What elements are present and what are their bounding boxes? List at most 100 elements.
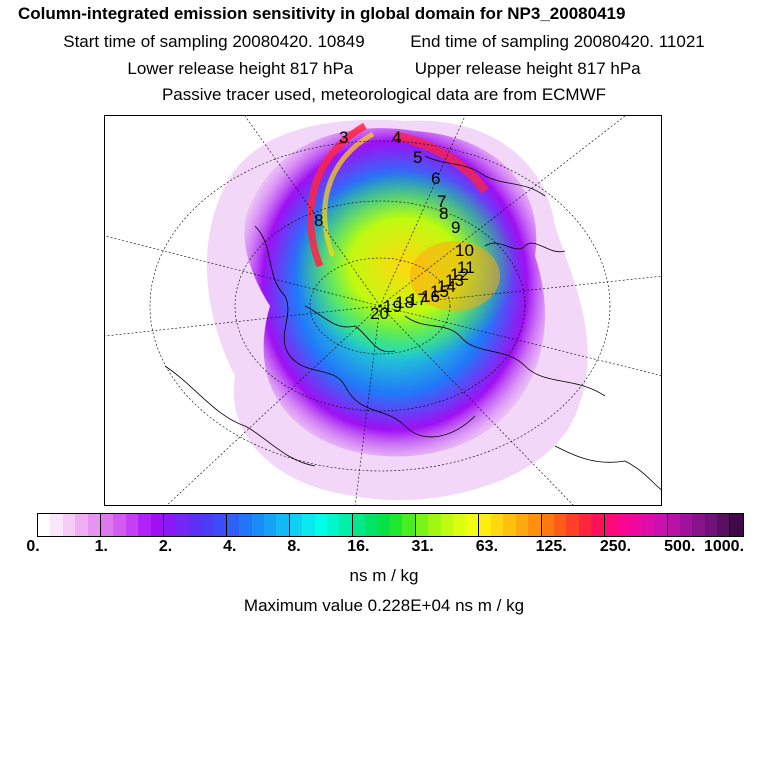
colorbar-swatch (201, 514, 214, 536)
lower-release-label: Lower release height 817 hPa (127, 59, 354, 78)
colorbar-swatch (491, 514, 504, 536)
trajectory-label: 16 (421, 287, 440, 306)
trajectory-label: 3 (339, 128, 348, 147)
trajectory-label: 4 (392, 128, 401, 147)
sampling-time-row: Start time of sampling 20080420. 10849 E… (0, 32, 768, 52)
colorbar-swatch (75, 514, 88, 536)
colorbar-swatch (440, 514, 453, 536)
colorbar-swatch (87, 514, 100, 536)
colorbar-swatch (603, 514, 617, 536)
trajectory-label: 15 (430, 282, 449, 301)
colorbar-swatch (540, 514, 555, 536)
colorbar-swatch (365, 514, 378, 536)
colorbar-swatch (162, 514, 177, 536)
colorbar-swatch (414, 514, 429, 536)
colorbar-swatch (554, 514, 567, 536)
trajectory-label: 9 (451, 218, 460, 237)
trajectory-label: 8 (439, 204, 448, 223)
colorbar-swatch (654, 514, 667, 536)
colorbar-swatch (314, 514, 327, 536)
colorbar-tick-label: 0. (26, 538, 40, 555)
plume-core (295, 171, 515, 361)
tracer-info: Passive tracer used, meteorological data… (161, 85, 607, 104)
colorbar-tick-label: 1000. (703, 538, 745, 555)
colorbar-swatch (113, 514, 126, 536)
trajectory-labels: 3 4 5 6 7 8 9 10 11 12 13 14 15 16 17 18… (314, 128, 475, 323)
graticule (105, 116, 661, 505)
colorbar-swatch (717, 514, 730, 536)
colorbar-swatch (477, 514, 492, 536)
colorbar-swatch (402, 514, 415, 536)
colorbar-swatch (62, 514, 76, 536)
colorbar-swatch (351, 514, 366, 536)
colorbar-swatch (38, 514, 51, 536)
maximum-value-label: Maximum value 0.228E+04 ns m / kg (243, 596, 525, 615)
colorbar-swatch (704, 514, 718, 536)
colorbar-swatch (288, 514, 303, 536)
trajectory-label: 13 (445, 271, 464, 290)
colorbar-tick-label: 125. (535, 538, 567, 555)
colorbar (37, 513, 744, 537)
trajectory-label: 10 (455, 241, 474, 260)
trajectory-label: 14 (437, 277, 456, 296)
colorbar-swatch (150, 514, 163, 536)
colorbar-tick-label: 1. (94, 538, 108, 555)
trajectory-label: 5 (413, 148, 422, 167)
colorbar-swatch (503, 514, 516, 536)
upper-release-label: Upper release height 817 hPa (414, 59, 641, 78)
colorbar-swatch (302, 514, 315, 536)
polar-map: 3 4 5 6 7 8 9 10 11 12 13 14 15 16 17 18… (104, 115, 662, 506)
colorbar-swatch (264, 514, 277, 536)
colorbar-tick-label: 63. (475, 538, 499, 555)
end-time-label: End time of sampling 20080420. 11021 (410, 32, 705, 51)
trajectory-label: 19 (383, 297, 402, 316)
colorbar-swatch (692, 514, 705, 536)
colorbar-swatch (616, 514, 630, 536)
colorbar-swatch (188, 514, 202, 536)
trajectory-label: 6 (431, 169, 440, 188)
start-time-label: Start time of sampling 20080420. 10849 (63, 32, 365, 51)
trajectory-label: 8 (314, 211, 323, 230)
trajectory-label: 18 (395, 293, 414, 312)
colorbar-swatch (389, 514, 403, 536)
colorbar-tick-label: 16. (347, 538, 370, 555)
colorbar-swatch (591, 514, 604, 536)
trajectory-tail (394, 131, 489, 194)
colorbar-swatch (578, 514, 592, 536)
colorbar-swatch (465, 514, 478, 536)
trajectory-arc (307, 122, 367, 268)
colorbar-tick-label: 250. (599, 538, 632, 555)
colorbar-swatch (566, 514, 579, 536)
colorbar-swatch (679, 514, 693, 536)
trajectory-label: 7 (437, 192, 446, 211)
colorbar-swatch (528, 514, 541, 536)
colorbar-swatch (452, 514, 466, 536)
colorbar-units: ns m / kg (349, 566, 419, 585)
colorbar-swatch (326, 514, 340, 536)
colorbar-swatch (125, 514, 139, 536)
colorbar-swatch (239, 514, 252, 536)
colorbar-tick-label: 8. (287, 538, 301, 555)
colorbar-swatch (225, 514, 240, 536)
trajectory-label: 17 (408, 290, 427, 309)
colorbar-tick-label: 500. (664, 538, 696, 555)
colorbar-swatch (251, 514, 265, 536)
colorbar-swatch (641, 514, 655, 536)
colorbar-swatch (138, 514, 151, 536)
colorbar-tick-label: 4. (223, 538, 237, 555)
trajectory-arc-glow (322, 131, 375, 257)
plot-title: Column-integrated emission sensitivity i… (18, 4, 626, 23)
colorbar-swatch (515, 514, 529, 536)
colorbar-tick-label: 31. (411, 538, 434, 555)
colorbar-swatch (729, 514, 743, 536)
colorbar-swatch (276, 514, 289, 536)
trajectory-label: 20 (370, 304, 389, 323)
coastlines (164, 155, 661, 491)
plume-hotspot (410, 241, 500, 311)
colorbar-tick-label: 2. (158, 538, 173, 555)
trajectory-label: 12 (450, 265, 469, 284)
colorbar-swatch (339, 514, 352, 536)
colorbar-swatch (50, 514, 63, 536)
colorbar-swatch (666, 514, 680, 536)
colorbar-swatch (213, 514, 226, 536)
